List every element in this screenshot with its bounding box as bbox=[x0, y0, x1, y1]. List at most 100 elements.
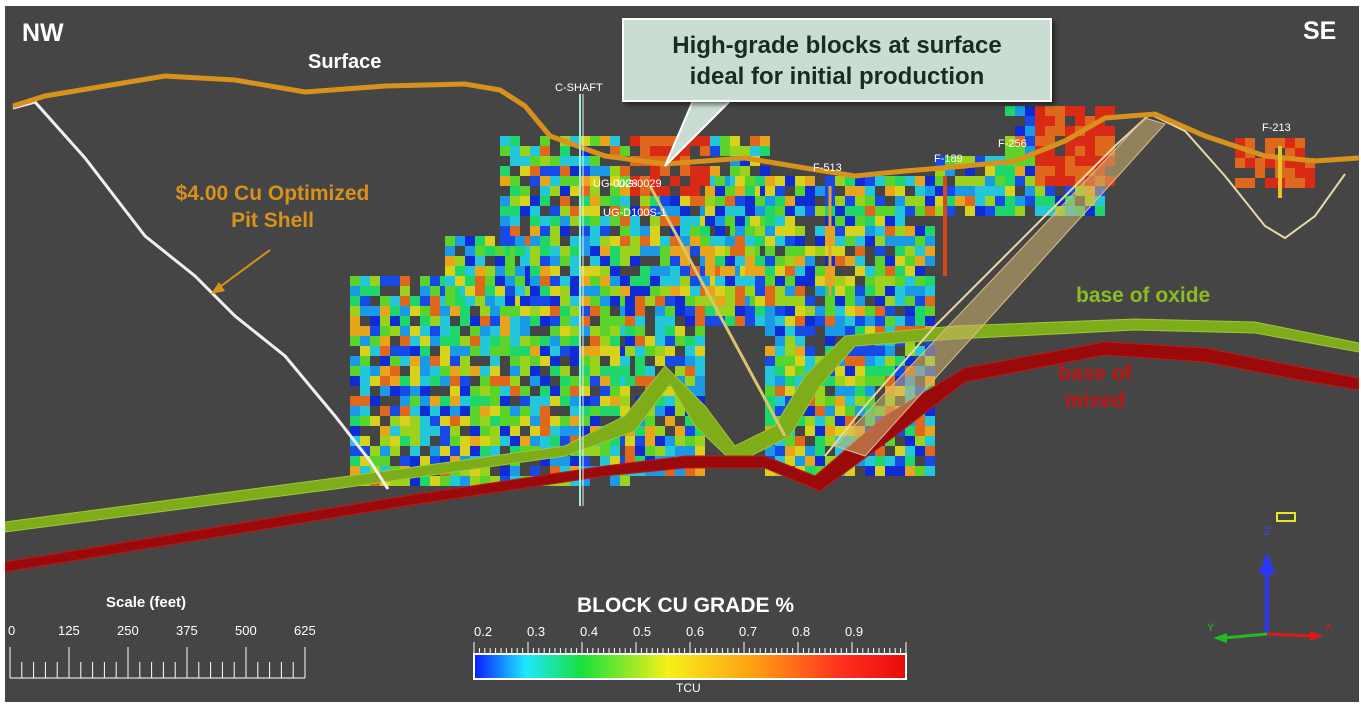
grade-block bbox=[420, 376, 430, 386]
grade-block bbox=[715, 226, 725, 236]
grade-block bbox=[400, 286, 410, 296]
grade-block bbox=[560, 166, 570, 176]
grade-block bbox=[985, 206, 995, 216]
grade-block bbox=[500, 196, 510, 206]
grade-block bbox=[610, 436, 620, 446]
grade-block bbox=[490, 316, 500, 326]
grade-block bbox=[1055, 156, 1065, 166]
grade-block bbox=[765, 366, 775, 376]
grade-block bbox=[805, 266, 815, 276]
grade-block bbox=[865, 286, 875, 296]
grade-block bbox=[480, 466, 490, 476]
grade-block bbox=[390, 346, 400, 356]
orientation-triad bbox=[1213, 512, 1323, 643]
grade-block bbox=[855, 206, 865, 216]
grade-block bbox=[745, 236, 755, 246]
grade-block bbox=[470, 346, 480, 356]
grade-block bbox=[465, 286, 475, 296]
grade-block bbox=[360, 466, 370, 476]
grade-block bbox=[410, 376, 420, 386]
grade-block bbox=[360, 296, 370, 306]
grade-block bbox=[895, 256, 905, 266]
grade-block bbox=[635, 436, 645, 446]
grade-block bbox=[660, 196, 670, 206]
grade-block bbox=[610, 406, 620, 416]
grade-block bbox=[755, 176, 765, 186]
grade-block bbox=[925, 176, 935, 186]
grade-color-ramp bbox=[473, 653, 907, 680]
grade-block bbox=[825, 176, 835, 186]
grade-block bbox=[485, 236, 495, 246]
grade-block bbox=[520, 386, 530, 396]
grade-block bbox=[755, 266, 765, 276]
grade-block bbox=[875, 446, 885, 456]
grade-block bbox=[1015, 146, 1025, 156]
grade-block bbox=[680, 276, 690, 286]
grade-block bbox=[410, 296, 420, 306]
grade-block bbox=[785, 266, 795, 276]
grade-block bbox=[1075, 166, 1085, 176]
grade-block bbox=[570, 306, 580, 316]
grade-block bbox=[855, 186, 865, 196]
grade-block bbox=[580, 476, 590, 486]
grade-block bbox=[665, 296, 675, 306]
grade-block bbox=[645, 366, 655, 376]
grade-block bbox=[445, 246, 455, 256]
drillhole-label: F-256 bbox=[998, 138, 1027, 150]
grade-block bbox=[505, 276, 515, 286]
scale-tick-label: 125 bbox=[58, 623, 80, 638]
grade-block bbox=[1005, 136, 1015, 146]
grade-block bbox=[995, 196, 1005, 206]
grade-block bbox=[380, 336, 390, 346]
grade-block bbox=[515, 246, 525, 256]
grade-block bbox=[795, 286, 805, 296]
grade-block bbox=[510, 136, 520, 146]
grade-block bbox=[825, 326, 835, 336]
grade-block bbox=[560, 426, 570, 436]
grade-block bbox=[785, 276, 795, 286]
grade-block bbox=[1035, 126, 1045, 136]
grade-block bbox=[915, 206, 925, 216]
grade-block bbox=[705, 286, 715, 296]
grade-block bbox=[470, 476, 480, 486]
grade-block bbox=[510, 176, 520, 186]
grade-block bbox=[700, 136, 710, 146]
grade-block bbox=[440, 316, 450, 326]
grade-block bbox=[580, 296, 590, 306]
grade-block bbox=[1015, 136, 1025, 146]
grade-block bbox=[460, 356, 470, 366]
grade-block bbox=[370, 396, 380, 406]
grade-block bbox=[905, 276, 915, 286]
grade-block bbox=[450, 476, 460, 486]
grade-block bbox=[570, 386, 580, 396]
grade-block bbox=[390, 296, 400, 306]
grade-block bbox=[580, 426, 590, 436]
grade-block bbox=[915, 236, 925, 246]
grade-block bbox=[865, 176, 875, 186]
grade-block bbox=[755, 196, 765, 206]
grade-block bbox=[420, 426, 430, 436]
grade-block bbox=[350, 316, 360, 326]
grade-block bbox=[845, 216, 855, 226]
grade-block bbox=[540, 436, 550, 446]
grade-block bbox=[915, 266, 925, 276]
grade-block bbox=[725, 256, 735, 266]
grade-block bbox=[875, 276, 885, 286]
grade-block bbox=[430, 476, 440, 486]
grade-block bbox=[725, 216, 735, 226]
grade-block bbox=[985, 186, 995, 196]
grade-block bbox=[390, 426, 400, 436]
grade-block bbox=[755, 256, 765, 266]
grade-block bbox=[500, 326, 510, 336]
grade-block bbox=[540, 456, 550, 466]
grade-block bbox=[865, 366, 875, 376]
grade-block bbox=[610, 456, 620, 466]
grade-block bbox=[530, 306, 540, 316]
3d-viewport[interactable]: NW SE Surface $4.00 Cu Optimized Pit She… bbox=[5, 6, 1359, 702]
grade-block bbox=[475, 296, 485, 306]
grade-block bbox=[580, 366, 590, 376]
grade-block bbox=[660, 276, 670, 286]
grade-block bbox=[925, 316, 935, 326]
grade-block bbox=[480, 426, 490, 436]
grade-block bbox=[975, 176, 985, 186]
